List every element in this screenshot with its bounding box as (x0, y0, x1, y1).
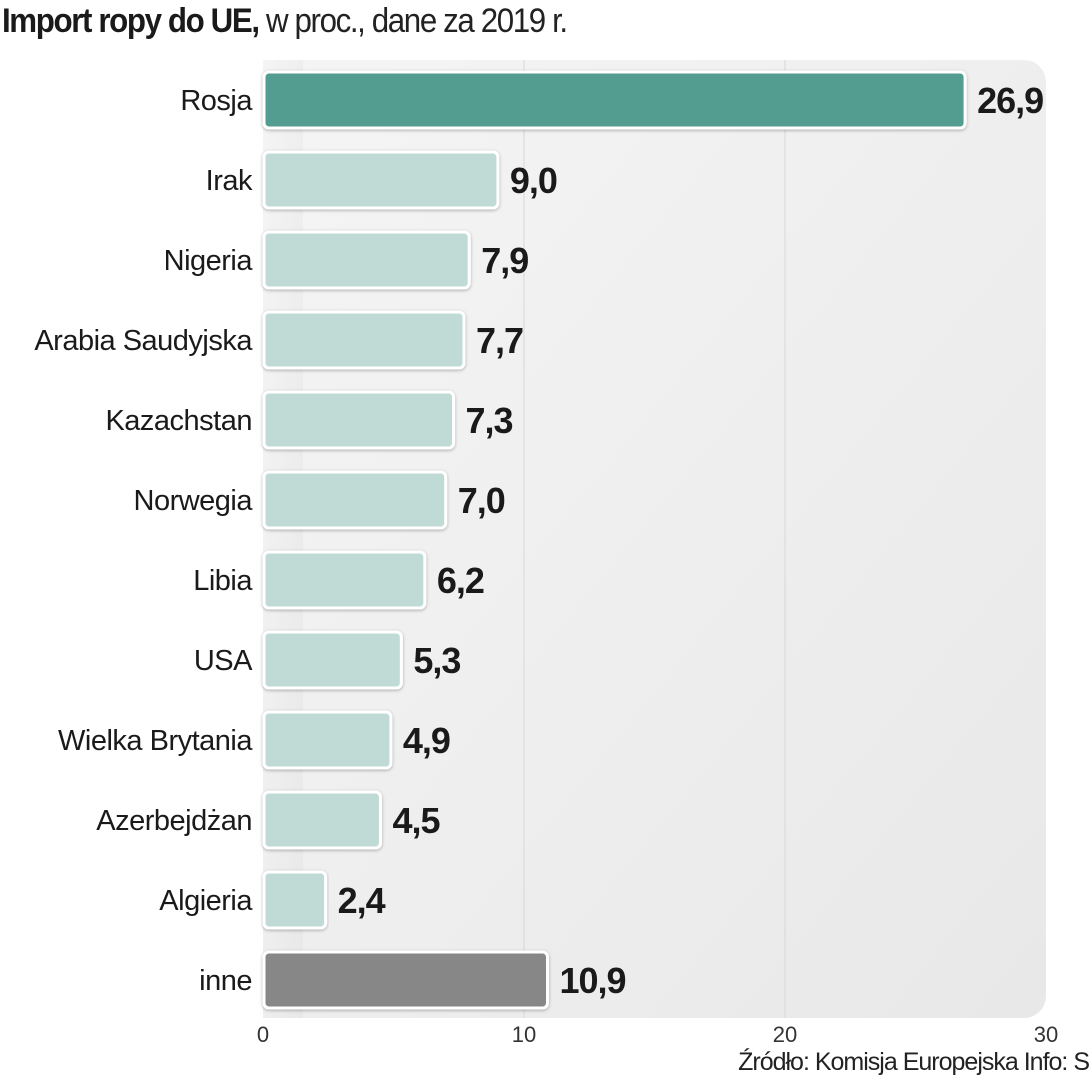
category-label: Kazachstan (105, 405, 252, 437)
category-label: Arabia Saudyjska (34, 325, 253, 357)
bar (262, 710, 393, 770)
category-label: USA (194, 645, 253, 677)
value-label: 7,0 (458, 480, 505, 521)
category-label: Rosja (180, 85, 253, 117)
category-label: Norwegia (134, 485, 254, 517)
title-subtitle: w proc., dane za 2019 r. (265, 2, 568, 40)
chart-title: Import ropy do UE, w proc., dane za 2019… (2, 2, 568, 41)
bar (262, 150, 500, 210)
category-label: Irak (206, 165, 253, 197)
value-label: 7,7 (476, 320, 523, 361)
value-label: 9,0 (510, 160, 557, 201)
category-label: Libia (193, 565, 253, 597)
category-label: Algieria (159, 885, 253, 917)
value-label: 2,4 (338, 880, 386, 921)
bar (262, 550, 427, 610)
bar (262, 470, 448, 530)
category-label: inne (199, 965, 252, 997)
x-tick-label: 0 (257, 1022, 269, 1047)
value-label: 7,9 (481, 240, 528, 281)
bar (262, 630, 403, 690)
value-label: 4,5 (392, 800, 440, 841)
x-tick-label: 10 (512, 1022, 536, 1047)
plot-panel-edge (263, 60, 303, 1018)
bar (262, 70, 967, 130)
title-bold: Import ropy do UE, (2, 2, 260, 40)
bar (262, 790, 382, 850)
value-label: 5,3 (413, 640, 460, 681)
bar (262, 870, 328, 930)
plot-panel (263, 60, 1046, 1018)
source-note: Źródło: Komisja Europejska Info: S (738, 1048, 1089, 1076)
category-label: Nigeria (164, 245, 254, 277)
value-label: 7,3 (466, 400, 513, 441)
x-tick-label: 20 (773, 1022, 797, 1047)
value-label: 26,9 (977, 80, 1043, 121)
value-label: 10,9 (559, 960, 625, 1001)
x-tick-label: 30 (1034, 1022, 1058, 1047)
bar (262, 230, 471, 290)
category-label: Wielka Brytania (58, 725, 253, 757)
value-label: 6,2 (437, 560, 484, 601)
bar (262, 950, 549, 1010)
bar (262, 310, 466, 370)
bar (262, 390, 456, 450)
value-label: 4,9 (403, 720, 450, 761)
category-label: Azerbejdżan (96, 805, 252, 837)
